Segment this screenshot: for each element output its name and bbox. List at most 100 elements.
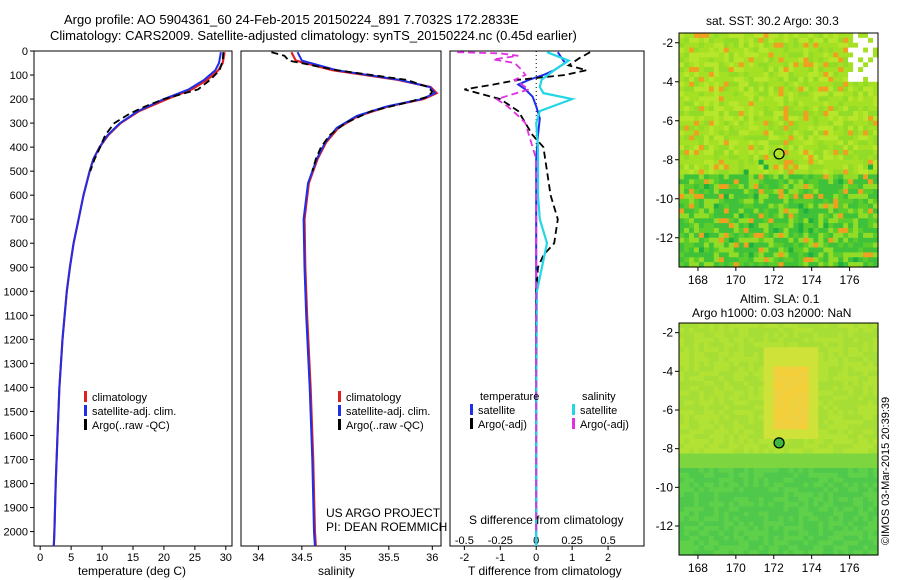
map-cell — [823, 115, 829, 122]
map-cell — [818, 252, 824, 258]
map-cell — [743, 443, 750, 450]
map-cell — [758, 482, 765, 488]
map-cell — [828, 429, 834, 435]
map-cell — [713, 140, 720, 146]
map-cell — [693, 145, 700, 151]
map-cell — [753, 487, 760, 493]
map-cell — [833, 410, 839, 416]
map-cell — [773, 540, 780, 546]
map-cell — [768, 179, 775, 185]
map-cell — [778, 327, 785, 334]
map-cell — [708, 67, 715, 73]
map-cell — [858, 247, 864, 253]
map-cell — [848, 101, 854, 107]
map-cell — [684, 208, 690, 214]
map-cell — [753, 448, 760, 455]
map-cell — [698, 223, 705, 229]
map-cell — [689, 91, 695, 97]
map-cell — [798, 174, 804, 180]
map-cell — [748, 381, 755, 387]
map-cell — [743, 57, 750, 63]
map-cell — [738, 203, 745, 210]
map-cell — [853, 482, 859, 488]
map-cell — [818, 327, 824, 334]
map-cell — [703, 52, 710, 58]
map-cell — [703, 228, 710, 234]
map-cell — [873, 550, 879, 556]
map-cell — [758, 208, 765, 214]
map-cell — [833, 154, 839, 161]
map-cell — [738, 67, 745, 73]
map-cell — [738, 545, 745, 551]
map-cell — [718, 381, 725, 387]
map-cell — [748, 150, 755, 156]
map-cell — [808, 448, 814, 455]
map-cell — [838, 120, 844, 127]
map-cell — [743, 327, 750, 334]
map-cell — [798, 501, 804, 508]
lon-tick-label: 174 — [802, 273, 822, 287]
map-cell — [733, 448, 740, 455]
map-cell — [838, 72, 844, 78]
map-cell — [873, 356, 879, 363]
map-cell — [703, 76, 710, 83]
map-cell — [843, 81, 849, 88]
map-cell — [833, 361, 839, 368]
map-cell — [808, 140, 814, 146]
map-cell — [848, 492, 854, 498]
map-cell — [718, 410, 725, 416]
map-cell — [783, 218, 790, 224]
map-cell — [723, 81, 730, 88]
map-cell — [679, 179, 685, 185]
map-cell — [773, 371, 780, 377]
map-cell — [838, 395, 844, 401]
map-cell — [853, 223, 859, 229]
map-cell — [858, 33, 864, 39]
map-cell — [803, 511, 809, 517]
map-cell — [763, 130, 770, 136]
map-cell — [798, 52, 804, 58]
map-cell — [873, 150, 879, 156]
map-cell — [718, 337, 725, 343]
map-cell — [843, 497, 849, 503]
map-cell — [768, 242, 775, 249]
map-cell — [863, 385, 869, 392]
map-cell — [693, 323, 700, 329]
map-cell — [868, 521, 874, 527]
map-cell — [768, 47, 775, 54]
map-cell — [738, 86, 745, 93]
map-cell — [758, 395, 765, 401]
map-cell — [718, 405, 725, 411]
map-cell — [778, 545, 785, 551]
map-cell — [768, 193, 775, 200]
map-cell — [713, 497, 720, 503]
map-cell — [703, 434, 710, 440]
map-cell — [858, 434, 864, 440]
map-cell — [738, 337, 745, 343]
map-cell — [773, 410, 780, 416]
map-cell — [708, 140, 715, 146]
map-cell — [808, 424, 814, 430]
map-cell — [679, 535, 685, 542]
map-cell — [813, 448, 819, 455]
map-cell — [733, 247, 740, 253]
map-cell — [818, 208, 824, 214]
map-cell — [843, 47, 849, 54]
map-cell — [848, 145, 854, 151]
map-cell — [868, 439, 874, 445]
map-cell — [763, 218, 770, 224]
map-cell — [798, 463, 804, 469]
map-cell — [768, 371, 775, 377]
map-cell — [868, 86, 874, 93]
map-cell — [738, 482, 745, 488]
map-cell — [788, 198, 795, 205]
map-cell — [853, 262, 859, 268]
map-cell — [773, 327, 780, 334]
map-cell — [863, 448, 869, 455]
map-cell — [753, 247, 760, 253]
map-cell — [768, 67, 775, 73]
x-tick-label: -1 — [495, 552, 505, 564]
map-cell — [713, 213, 720, 219]
map-cell — [803, 405, 809, 411]
map-cell — [753, 130, 760, 136]
